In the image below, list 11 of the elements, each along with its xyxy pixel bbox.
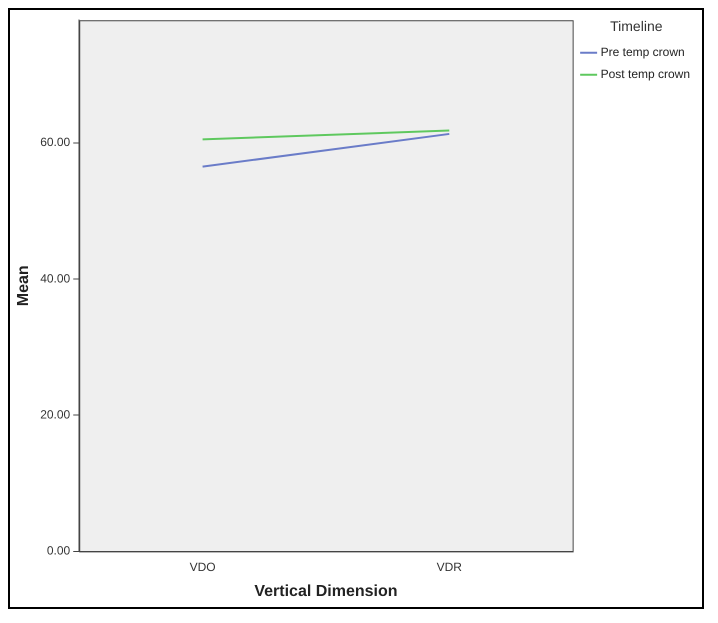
x-axis-title: Vertical Dimension (254, 582, 398, 600)
legend-label: Post temp crown (600, 67, 690, 82)
y-axis-title: Mean (15, 265, 32, 306)
legend-title: Timeline (610, 18, 663, 34)
legend-label: Pre temp crown (600, 45, 685, 60)
x-tick-label: VDR (436, 560, 462, 574)
y-tick-label: 60.00 (40, 135, 71, 150)
y-tick-label: 20.00 (40, 408, 71, 422)
y-tick-label: 40.00 (40, 271, 71, 286)
y-tick-label: 0.00 (46, 544, 71, 558)
x-tick-label: VDO (190, 560, 216, 574)
